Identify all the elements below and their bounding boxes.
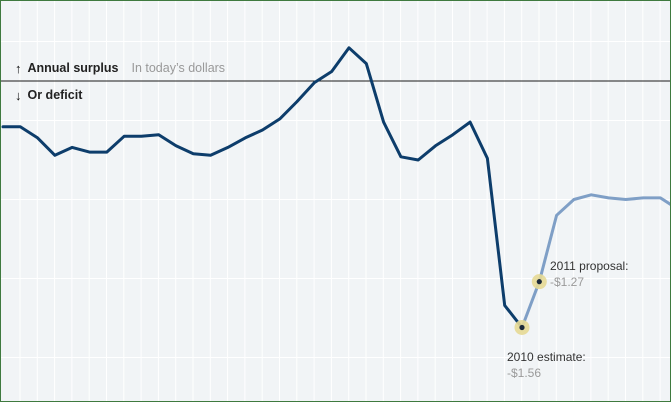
- deficit-label: Or deficit: [27, 88, 83, 102]
- series-line-actual: [1, 46, 524, 329]
- down-arrow-icon: ↓: [15, 87, 22, 103]
- callout-2011-proposal: 2011 proposal: -$1.27: [550, 258, 629, 290]
- series-line-projected: [520, 193, 670, 329]
- callout-2011-label: 2011 proposal:: [550, 259, 629, 273]
- highlight-point[interactable]: [536, 279, 542, 285]
- legend-surplus: ↑ Annual surplus In today’s dollars: [15, 61, 225, 75]
- up-arrow-icon: ↑: [15, 60, 22, 76]
- highlight-point[interactable]: [519, 324, 525, 331]
- surplus-label: Annual surplus: [27, 61, 119, 75]
- callout-2010-value: -$1.56: [507, 366, 542, 380]
- highlight-markers: [514, 274, 547, 335]
- callout-2011-value: -$1.27: [550, 275, 585, 289]
- units-note: In today’s dollars: [131, 61, 226, 75]
- legend-deficit: ↓ Or deficit: [15, 88, 82, 102]
- callout-2010-label: 2010 estimate:: [507, 350, 586, 364]
- callout-2010-estimate: 2010 estimate: -$1.56: [507, 349, 586, 381]
- series-lines: [1, 46, 670, 329]
